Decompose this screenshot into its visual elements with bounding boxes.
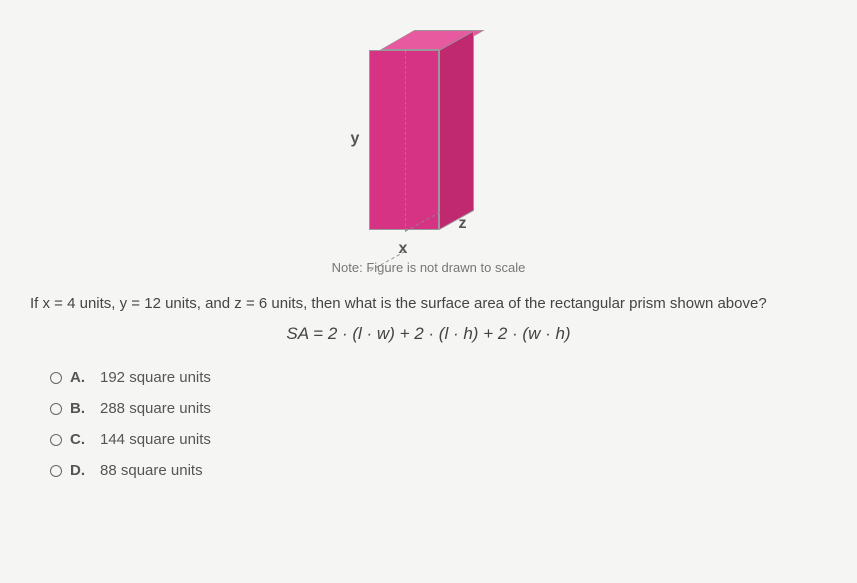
hidden-edge-horizontal [405,212,440,232]
prism-front-face [369,50,439,230]
prism-right-face [439,31,474,230]
prism-figure: y x z [20,30,837,250]
option-text: 144 square units [100,431,211,448]
option-letter: B. [70,400,88,417]
rectangular-prism: y x z [369,30,489,250]
option-text: 88 square units [100,462,203,479]
option-letter: D. [70,462,88,479]
hidden-edge-vertical [405,51,406,231]
axis-label-x: x [399,240,408,258]
axis-label-y: y [351,130,360,148]
answer-options: A. 192 square units B. 288 square units … [20,369,837,479]
option-letter: C. [70,431,88,448]
option-d[interactable]: D. 88 square units [50,462,837,479]
radio-icon[interactable] [50,372,62,384]
option-text: 288 square units [100,400,211,417]
formula-text: SA = 2 · (l · w) + 2 · (l · h) + 2 · (w … [20,324,837,344]
option-a[interactable]: A. 192 square units [50,369,837,386]
radio-icon[interactable] [50,434,62,446]
axis-label-z: z [459,215,467,233]
option-b[interactable]: B. 288 square units [50,400,837,417]
question-text: If x = 4 units, y = 12 units, and z = 6 … [20,295,837,312]
radio-icon[interactable] [50,403,62,415]
option-c[interactable]: C. 144 square units [50,431,837,448]
radio-icon[interactable] [50,465,62,477]
option-text: 192 square units [100,369,211,386]
figure-note: Note: Figure is not drawn to scale [20,260,837,275]
option-letter: A. [70,369,88,386]
